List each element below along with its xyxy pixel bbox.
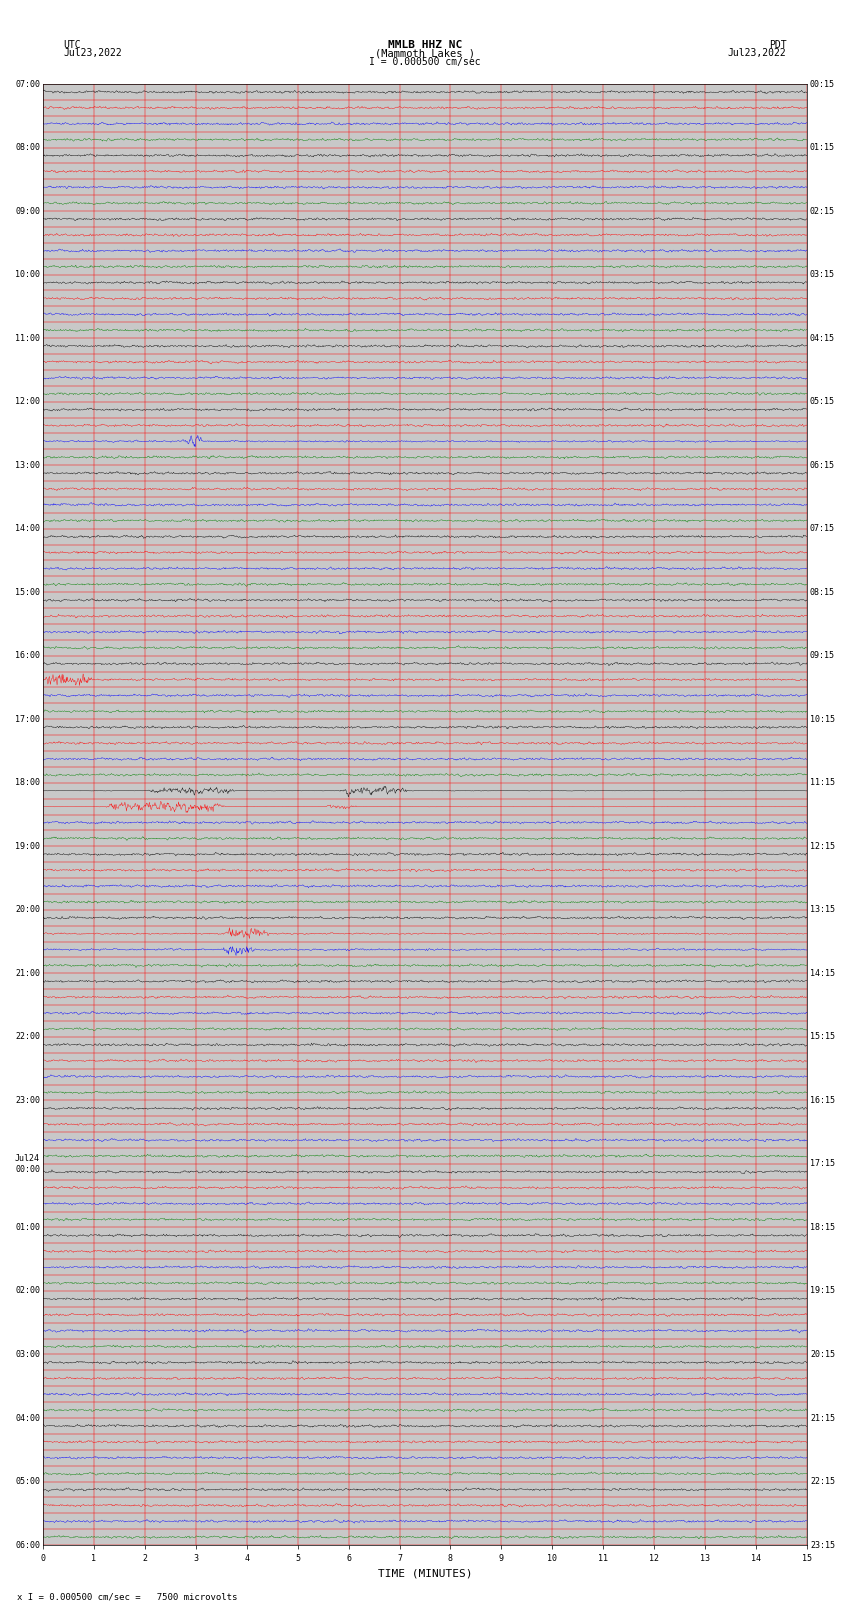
Text: (Mammoth Lakes ): (Mammoth Lakes ) bbox=[375, 48, 475, 58]
Text: x I = 0.000500 cm/sec =   7500 microvolts: x I = 0.000500 cm/sec = 7500 microvolts bbox=[17, 1592, 237, 1602]
Text: UTC: UTC bbox=[64, 39, 82, 50]
Text: Jul23,2022: Jul23,2022 bbox=[728, 47, 786, 58]
Text: MMLB HHZ NC: MMLB HHZ NC bbox=[388, 39, 462, 50]
Text: I = 0.000500 cm/sec: I = 0.000500 cm/sec bbox=[369, 58, 481, 68]
Text: Jul23,2022: Jul23,2022 bbox=[64, 47, 122, 58]
X-axis label: TIME (MINUTES): TIME (MINUTES) bbox=[377, 1569, 473, 1579]
Text: PDT: PDT bbox=[768, 39, 786, 50]
